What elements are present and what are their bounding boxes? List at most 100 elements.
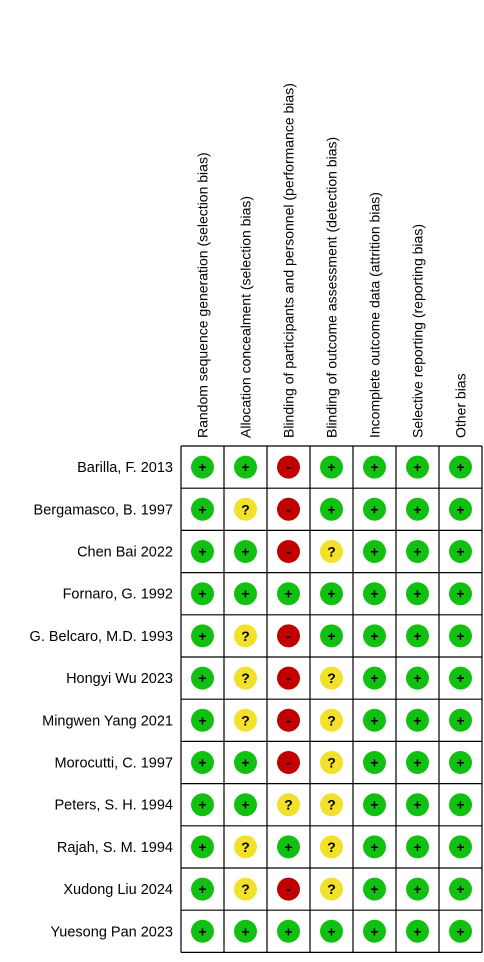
low-risk-cell: + [406, 919, 429, 943]
study-label: Peters, S. H. 1994 [55, 798, 173, 814]
low-risk-cell: + [320, 455, 343, 479]
unclear-risk-cell: ? [277, 793, 300, 817]
high-risk-cell: - [277, 666, 300, 690]
low-risk-symbol: + [413, 628, 421, 644]
low-risk-cell: + [363, 497, 386, 521]
low-risk-circle [277, 919, 300, 943]
low-risk-symbol: + [198, 628, 206, 644]
high-risk-circle [277, 540, 300, 563]
low-risk-circle [363, 708, 386, 732]
domain-header: Selective reporting (reporting bias) [410, 224, 426, 438]
study-label: Chen Bai 2022 [77, 545, 173, 561]
low-risk-circle [234, 751, 257, 774]
low-risk-symbol: + [241, 459, 249, 475]
unclear-risk-cell: ? [320, 751, 343, 774]
low-risk-circle [191, 497, 214, 521]
unclear-risk-symbol: ? [327, 544, 336, 560]
unclear-risk-cell: ? [320, 708, 343, 732]
unclear-risk-symbol: ? [241, 628, 250, 644]
unclear-risk-circle [320, 540, 343, 563]
low-risk-cell: + [449, 835, 472, 859]
low-risk-cell: + [234, 919, 257, 943]
low-risk-cell: + [363, 666, 386, 690]
unclear-risk-symbol: ? [241, 839, 250, 855]
low-risk-cell: + [191, 708, 214, 732]
low-risk-symbol: + [413, 459, 421, 475]
unclear-risk-cell: ? [320, 877, 343, 901]
low-risk-circle [449, 582, 472, 606]
low-risk-cell: + [320, 497, 343, 521]
unclear-risk-circle [320, 708, 343, 732]
low-risk-circle [363, 624, 386, 648]
study-label: Fornaro, G. 1992 [63, 587, 173, 603]
low-risk-symbol: + [456, 586, 464, 602]
low-risk-cell: + [320, 919, 343, 943]
low-risk-cell: + [234, 793, 257, 817]
low-risk-circle [191, 877, 214, 901]
high-risk-cell: - [277, 540, 300, 563]
low-risk-circle [449, 708, 472, 732]
low-risk-cell: + [406, 835, 429, 859]
low-risk-symbol: + [370, 670, 378, 686]
low-risk-circle [363, 835, 386, 859]
low-risk-symbol: + [327, 459, 335, 475]
low-risk-cell: + [191, 540, 214, 563]
study-labels: Barilla, F. 2013 Bergamasco, B. 1997 Chen … [30, 460, 173, 940]
low-risk-symbol: + [370, 923, 378, 939]
low-risk-circle [406, 919, 429, 943]
unclear-risk-circle [234, 666, 257, 690]
low-risk-symbol: + [370, 501, 378, 517]
low-risk-circle [191, 455, 214, 479]
study-label: Bergamasco, B. 1997 [34, 502, 173, 518]
domain-header: Blinding of outcome assessment (detectio… [324, 137, 340, 438]
unclear-risk-symbol: ? [284, 797, 293, 813]
unclear-risk-circle [234, 497, 257, 521]
low-risk-circle [234, 919, 257, 943]
low-risk-symbol: + [413, 670, 421, 686]
high-risk-symbol: - [286, 544, 291, 560]
unclear-risk-symbol: ? [241, 670, 250, 686]
low-risk-cell: + [363, 624, 386, 648]
low-risk-symbol: + [456, 712, 464, 728]
low-risk-symbol: + [456, 501, 464, 517]
high-risk-symbol: - [286, 459, 291, 475]
low-risk-symbol: + [456, 755, 464, 771]
low-risk-circle [191, 751, 214, 774]
domain-header: Random sequence generation (selection bi… [195, 152, 211, 438]
low-risk-circle [406, 666, 429, 690]
low-risk-circle [406, 455, 429, 479]
low-risk-cell: + [406, 666, 429, 690]
high-risk-circle [277, 666, 300, 690]
low-risk-symbol: + [370, 881, 378, 897]
high-risk-cell: - [277, 877, 300, 901]
unclear-risk-symbol: ? [327, 712, 336, 728]
low-risk-circle [191, 708, 214, 732]
unclear-risk-symbol: ? [241, 501, 250, 517]
low-risk-circle [191, 624, 214, 648]
low-risk-circle [277, 582, 300, 606]
low-risk-symbol: + [413, 755, 421, 771]
low-risk-cell: + [191, 624, 214, 648]
low-risk-cell: + [191, 751, 214, 774]
high-risk-symbol: - [286, 628, 291, 644]
high-risk-symbol: - [286, 755, 291, 771]
study-label: G. Belcaro, M.D. 1993 [30, 629, 173, 645]
high-risk-cell: - [277, 708, 300, 732]
low-risk-cell: + [449, 919, 472, 943]
low-risk-circle [363, 455, 386, 479]
low-risk-circle [406, 497, 429, 521]
low-risk-symbol: + [370, 586, 378, 602]
high-risk-cell: - [277, 455, 300, 479]
low-risk-cell: + [191, 793, 214, 817]
unclear-risk-cell: ? [320, 793, 343, 817]
low-risk-circle [191, 582, 214, 606]
low-risk-circle [449, 497, 472, 521]
low-risk-cell: + [449, 793, 472, 817]
low-risk-symbol: + [198, 459, 206, 475]
unclear-risk-symbol: ? [327, 670, 336, 686]
high-risk-symbol: - [286, 712, 291, 728]
low-risk-circle [191, 540, 214, 563]
low-risk-symbol: + [370, 797, 378, 813]
low-risk-symbol: + [456, 670, 464, 686]
high-risk-circle [277, 624, 300, 648]
